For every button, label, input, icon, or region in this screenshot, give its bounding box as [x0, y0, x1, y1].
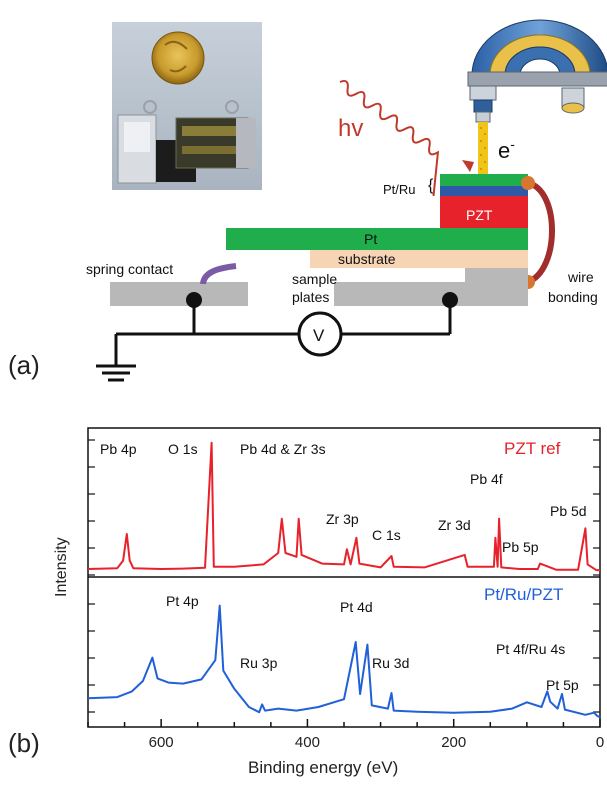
photon-wave — [339, 79, 440, 197]
sample-plates-label-1: sample — [292, 271, 337, 287]
peak-label-ru-3d: Ru 3d — [372, 655, 409, 671]
peak-label-pb-5p: Pb 5p — [502, 539, 539, 555]
series-name-pzt-ref: PZT ref — [504, 439, 561, 458]
series-line-1 — [87, 604, 601, 719]
bond-dot-top — [521, 176, 535, 190]
panel-a: hv e- PZT Pt/Ru { Pt substrate spring co… — [8, 19, 607, 382]
peak-label-pb-4p: Pb 4p — [100, 441, 137, 457]
panel-a-label: (a) — [8, 350, 40, 380]
y-axis-label: Intensity — [53, 537, 70, 597]
x-ticks: 600 400 200 0 — [87, 719, 604, 751]
peak-label-pb-4f: Pb 4f — [470, 471, 503, 487]
voltmeter-symbol — [297, 311, 343, 357]
photon-arrow-head — [462, 160, 474, 172]
brace-glyph: { — [428, 177, 434, 194]
analyzer-illustration — [467, 19, 607, 174]
wire-bonding-label-1: wire — [567, 269, 594, 285]
voltmeter-label: V — [313, 326, 325, 345]
sample-plate-right — [334, 282, 528, 306]
pzt-layer — [440, 196, 528, 230]
pt-top-layer — [440, 174, 528, 186]
coin-image — [151, 31, 205, 85]
peak-label-c-1s: C 1s — [372, 527, 401, 543]
ru-layer — [440, 186, 528, 196]
panel-b-label: (b) — [8, 728, 40, 758]
sample-plate-left — [110, 282, 248, 306]
photoelectron-beam — [478, 122, 488, 174]
panel-b: 600 400 200 0 Pb 4p O 1s Pb 4d & Zr 3s Zr 3… — [8, 427, 604, 777]
x-tick-label: 0 — [596, 734, 604, 751]
pzt-label: PZT — [466, 207, 493, 223]
peak-label-zr-3d: Zr 3d — [438, 517, 471, 533]
series-layer — [87, 441, 601, 719]
y-ticks — [88, 439, 600, 713]
sample-holder-photo — [112, 22, 262, 190]
series-name-pt-ru-pzt: Pt/Ru/PZT — [484, 585, 563, 604]
peak-label-ru-3p: Ru 3p — [240, 655, 278, 671]
spring-contact-label: spring contact — [86, 261, 173, 277]
peak-label-pb-5d: Pb 5d — [550, 503, 587, 519]
wire-bonding-label-2: bonding — [548, 289, 598, 305]
peak-label-o-1s: O 1s — [168, 441, 198, 457]
contact-dot-right — [442, 292, 458, 308]
x-tick-label: 400 — [295, 734, 320, 751]
beam-label: hv — [338, 115, 363, 142]
contact-dot-left — [186, 292, 202, 308]
peak-label-pt-4d: Pt 4d — [340, 599, 373, 615]
pt-ru-label: Pt/Ru — [383, 182, 416, 197]
substrate-layer — [310, 250, 528, 268]
pt-bottom-electrode — [226, 228, 528, 250]
peak-label-pt4f-ru4s: Pt 4f/Ru 4s — [496, 641, 565, 657]
circuit — [96, 300, 452, 382]
peak-label-zr-3p: Zr 3p — [326, 511, 359, 527]
x-axis-label: Binding energy (eV) — [248, 758, 398, 777]
plate-riser — [465, 268, 528, 284]
pt-label: Pt — [364, 231, 377, 247]
peak-label-pt-5p: Pt 5p — [546, 677, 579, 693]
peak-label-pt-4p: Pt 4p — [166, 593, 199, 609]
x-tick-label: 200 — [441, 734, 466, 751]
bond-wire — [526, 180, 555, 285]
series-line-0 — [87, 441, 600, 572]
substrate-label: substrate — [338, 251, 396, 267]
spring-contact — [200, 263, 237, 285]
electron-label: e- — [498, 136, 515, 163]
sample-plates-label-2: plates — [292, 289, 329, 305]
x-tick-label: 600 — [149, 734, 174, 751]
peak-label-pb4d-zr3s: Pb 4d & Zr 3s — [240, 441, 326, 457]
